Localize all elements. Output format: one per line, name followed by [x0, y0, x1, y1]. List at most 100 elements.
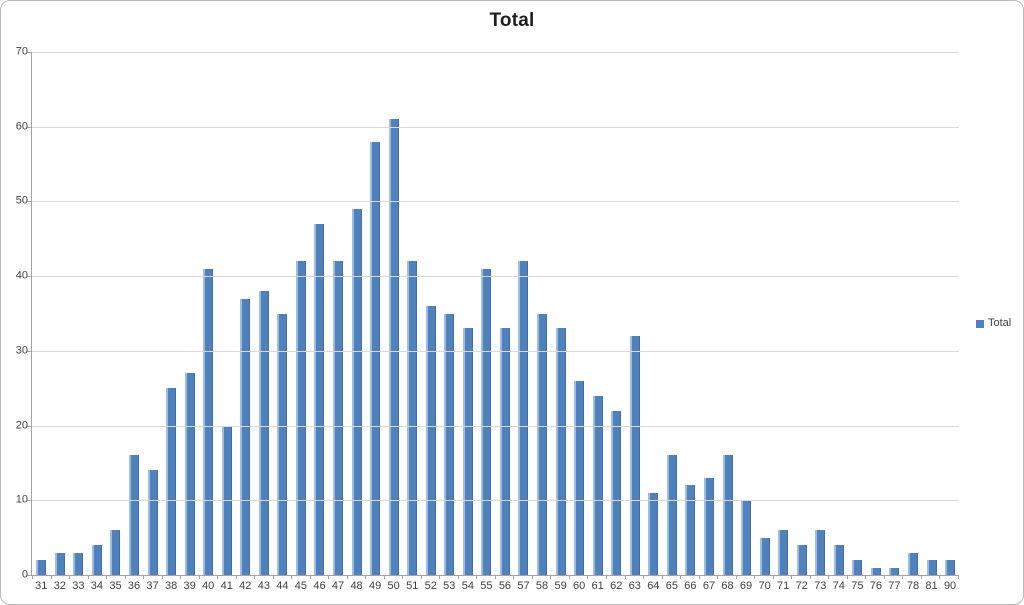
bar-47[interactable] [333, 261, 344, 575]
x-axis-label-67: 67 [702, 580, 716, 592]
bar-39[interactable] [184, 373, 195, 575]
bar-73[interactable] [815, 530, 826, 575]
bar-71[interactable] [778, 530, 789, 575]
bar-61[interactable] [592, 395, 603, 575]
bar-37[interactable] [147, 470, 158, 575]
bar-64[interactable] [648, 492, 659, 575]
bar-49[interactable] [370, 141, 381, 575]
x-axis-tick [366, 575, 385, 579]
bar-75[interactable] [852, 560, 863, 575]
bar-slot-77 [885, 52, 904, 575]
bar-66[interactable] [685, 485, 696, 575]
x-axis-label-65: 65 [665, 580, 678, 592]
x-axis-tick [144, 575, 163, 579]
bar-40[interactable] [203, 268, 214, 575]
bar-90[interactable] [945, 560, 956, 575]
bar-42[interactable] [240, 298, 251, 575]
x-axis-tick [403, 575, 422, 579]
bar-68[interactable] [722, 455, 733, 575]
bar-74[interactable] [833, 545, 844, 575]
bar-81[interactable] [926, 560, 937, 575]
bar-62[interactable] [611, 410, 622, 575]
x-axis-tick [385, 575, 404, 579]
bar-63[interactable] [629, 335, 640, 575]
x-axis-tick [848, 575, 867, 579]
bar-72[interactable] [796, 545, 807, 575]
x-axis-tick [200, 575, 219, 579]
x-axis-tick [292, 575, 311, 579]
bar-52[interactable] [425, 306, 436, 575]
bar-53[interactable] [444, 313, 455, 575]
x-axis-tick [52, 575, 71, 579]
y-axis-tick-50 [27, 201, 32, 203]
bar-56[interactable] [499, 328, 510, 575]
x-axis-label-41: 41 [220, 580, 233, 592]
bar-43[interactable] [258, 291, 269, 575]
bar-51[interactable] [407, 261, 418, 575]
bar-69[interactable] [741, 500, 752, 575]
x-axis-tick [792, 575, 811, 579]
bar-77[interactable] [889, 567, 900, 575]
x-axis-label-73: 73 [814, 580, 827, 592]
bar-46[interactable] [314, 223, 325, 575]
bar-59[interactable] [555, 328, 566, 575]
bar-38[interactable] [166, 388, 177, 575]
bar-slot-74 [830, 52, 849, 575]
bar-44[interactable] [277, 313, 288, 575]
y-axis-label-70: 70 [15, 45, 28, 58]
bar-34[interactable] [91, 545, 102, 575]
x-axis-tick [755, 575, 774, 579]
bar-slot-36 [125, 52, 144, 575]
legend-label: Total [988, 317, 1012, 329]
legend[interactable]: Total [976, 318, 1011, 329]
bar-58[interactable] [537, 313, 548, 575]
bar-57[interactable] [518, 261, 529, 575]
x-axis-tick [255, 575, 274, 579]
x-axis-label-44: 44 [276, 580, 289, 592]
x-axis-label-42: 42 [239, 580, 252, 592]
x-axis-label-48: 48 [350, 580, 363, 592]
bar-36[interactable] [129, 455, 139, 575]
bar-54[interactable] [462, 328, 473, 575]
bar-32[interactable] [54, 552, 65, 575]
x-axis-label-68: 68 [721, 580, 734, 592]
bar-31[interactable] [36, 560, 47, 575]
bar-35[interactable] [110, 530, 121, 575]
x-axis-tick [700, 575, 719, 579]
x-axis-label-40: 40 [202, 580, 215, 592]
x-axis-tick [774, 575, 793, 579]
bar-70[interactable] [759, 537, 770, 575]
bar-slot-39 [180, 52, 199, 575]
bar-slot-48 [347, 52, 366, 575]
bar-55[interactable] [481, 268, 492, 575]
x-axis-label-63: 63 [628, 580, 641, 592]
x-axis-tick [588, 575, 607, 579]
x-axis-label-52: 52 [424, 580, 437, 592]
bar-slot-69 [737, 52, 756, 575]
bar-50[interactable] [388, 119, 399, 575]
bar-48[interactable] [351, 208, 362, 575]
bar-60[interactable] [574, 380, 585, 575]
bar-slot-60 [570, 52, 589, 575]
bar-33[interactable] [73, 552, 84, 575]
y-axis-tick-30 [27, 350, 32, 352]
x-axis-ticks [32, 575, 959, 579]
bar-67[interactable] [703, 477, 714, 575]
x-axis-tick [811, 575, 830, 579]
bar-78[interactable] [907, 552, 918, 575]
bars-container [32, 52, 959, 575]
x-axis-tick [89, 575, 108, 579]
bar-slot-42 [236, 52, 255, 575]
bar-slot-68 [718, 52, 737, 575]
bar-slot-67 [700, 52, 719, 575]
x-axis-tick [866, 575, 885, 579]
x-axis-label-57: 57 [517, 580, 530, 592]
bar-45[interactable] [295, 261, 306, 575]
bar-76[interactable] [870, 567, 881, 575]
bar-slot-62 [607, 52, 626, 575]
bar-65[interactable] [666, 455, 677, 575]
x-axis-label-49: 49 [368, 580, 382, 592]
x-axis-label-31: 31 [35, 580, 48, 592]
bar-slot-51 [403, 52, 422, 575]
x-axis-label-60: 60 [573, 580, 586, 592]
